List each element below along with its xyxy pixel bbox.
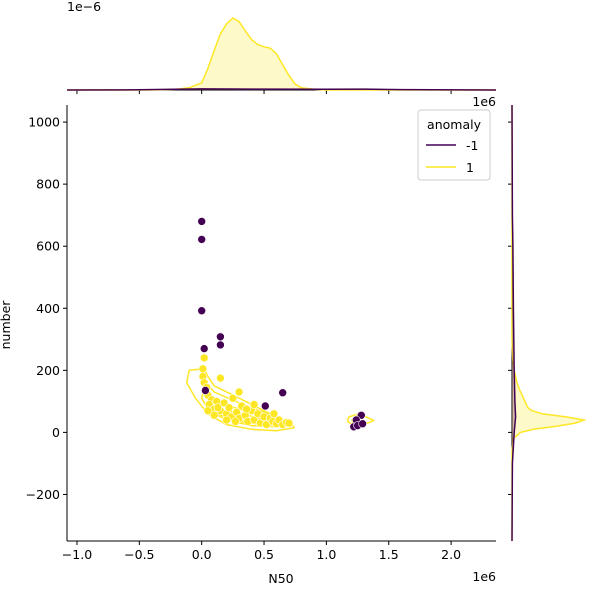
x-tick-label: 1.5 (379, 547, 399, 562)
right-marginal (508, 104, 587, 542)
scatter-point-anomaly-1 (284, 418, 294, 428)
scatter-point-anomaly-1 (249, 400, 259, 409)
top-marginal-line-anomaly-neg1 (66, 88, 497, 91)
y-tick-label: −200 (26, 487, 60, 502)
scatter-point-anomaly-1 (269, 409, 279, 419)
x-axis-label: N50 (268, 571, 293, 586)
scatter-point-anomaly-neg1 (197, 306, 206, 316)
kde-contour (185, 368, 295, 432)
scatter-point-anomaly-1 (242, 404, 251, 414)
right-marginal-area-anomaly-1 (512, 105, 584, 541)
scatter-point-anomaly-neg1 (201, 386, 210, 395)
y-axis-label: number (0, 300, 13, 350)
y-offset-label: 1e6 (472, 94, 496, 109)
scatter-point-anomaly-1 (231, 417, 240, 426)
scatter-point-anomaly-neg1 (197, 235, 206, 244)
y-tick-label: 200 (36, 363, 60, 378)
scatter-point-anomaly-neg1 (216, 340, 225, 350)
scatter-point-anomaly-1 (216, 373, 225, 383)
scatter-point-anomaly-neg1 (260, 401, 270, 411)
x-tick-label: −0.5 (124, 547, 154, 562)
scatter-point-anomaly-neg1 (216, 332, 225, 342)
x-offset-label: 1e6 (472, 569, 496, 584)
scatter-point-anomaly-neg1 (199, 344, 209, 353)
main-plot: −1.0 −0.5 0.0 0.5 1.0 1.5 2.0 −200 0 200 400 600 800… (26, 105, 496, 562)
legend: anomaly -1 1 (417, 109, 491, 181)
scatter-point-anomaly-neg1 (197, 217, 206, 226)
right-marginal-line-anomaly-neg1 (511, 104, 517, 542)
right-marginal-area-anomaly-neg1 (512, 105, 516, 541)
x-tick-label: 1.0 (316, 547, 336, 562)
x-tick-label: −1.0 (62, 547, 92, 562)
right-marginal-line-anomaly-1 (511, 105, 587, 541)
y-tick-label: 0 (52, 425, 60, 440)
x-tick-label: 0.5 (254, 547, 274, 562)
legend-label-anomaly-1: 1 (466, 160, 474, 175)
y-tick-label: 800 (36, 177, 60, 192)
scatter-point-anomaly-1 (198, 364, 208, 374)
scatter-point-anomaly-1 (203, 406, 213, 416)
scatter-point-anomaly-1 (213, 403, 223, 412)
axes: −1.0 −0.5 0.0 0.5 1.0 1.5 2.0 −200 0 200 400 600 800… (26, 105, 496, 562)
scatter-point-anomaly-neg1 (278, 388, 288, 398)
scatter-point-anomaly-1 (234, 387, 244, 397)
top-marginal (66, 17, 497, 94)
x-tick-label: 0.0 (192, 547, 212, 562)
top-marginal-offset-label: 1e−6 (67, 0, 101, 14)
scatter-point-anomaly-1 (209, 410, 219, 420)
y-tick-label: 1000 (28, 115, 60, 130)
scatter-point-anomaly-1 (199, 353, 209, 363)
scatter-point-anomaly-1 (224, 403, 234, 412)
y-tick-label: 600 (36, 239, 60, 254)
x-tick-label: 2.0 (441, 547, 461, 562)
top-marginal-area-anomaly-1 (67, 18, 496, 90)
scatter-point-anomaly-1 (222, 415, 231, 425)
scatter-point-anomaly-neg1 (358, 419, 367, 429)
scatter-point-anomaly-1 (228, 393, 238, 403)
y-tick-label: 400 (36, 301, 60, 316)
legend-label-anomaly-neg1: -1 (466, 138, 478, 153)
legend-title: anomaly (427, 117, 482, 132)
scatter-points (197, 217, 367, 432)
